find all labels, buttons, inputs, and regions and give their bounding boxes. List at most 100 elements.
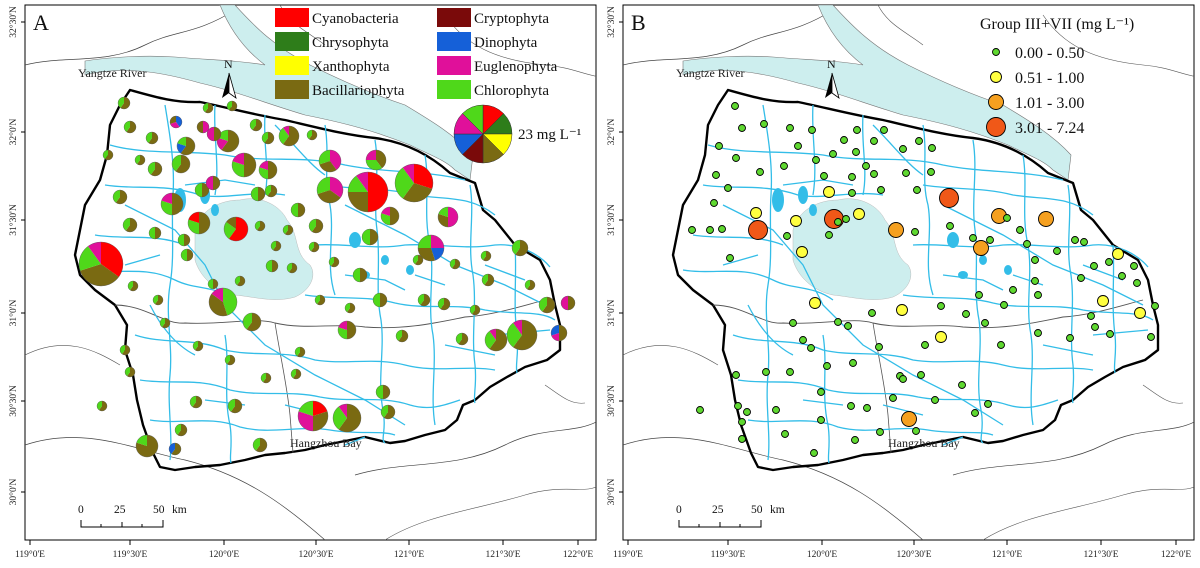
station-pie-outline (174, 423, 188, 437)
station-point (772, 406, 780, 414)
station-pie-slice (366, 160, 382, 170)
station-pie-slice (169, 116, 176, 124)
station-point (825, 231, 833, 239)
station-point (847, 402, 855, 410)
station-pie-slice (482, 274, 488, 285)
station-point (958, 381, 966, 389)
station-pie-slice (268, 161, 277, 179)
lon-tick-label: 121°0'E (992, 549, 1023, 560)
station-point (862, 162, 870, 170)
station-pie-slice (257, 221, 265, 231)
station-pie-slice (418, 294, 424, 305)
station-pie-slice (513, 320, 522, 335)
station-pie-slice (184, 234, 190, 246)
station-pie-slice (172, 155, 181, 172)
station-pie-slice (418, 248, 436, 262)
station-pie-outline (318, 149, 342, 173)
station-pie-outline (254, 220, 266, 232)
station-pie-slice (381, 405, 388, 418)
station-pie (290, 368, 302, 380)
station-pie-outline (417, 234, 445, 262)
station-pie-outline (147, 161, 163, 177)
station-pie-outline (294, 346, 306, 358)
station-pie (159, 317, 171, 329)
station-pie-outline (187, 211, 211, 235)
station-pie (177, 233, 191, 247)
panel-b-letter: B (631, 10, 646, 35)
station-pie (352, 267, 368, 283)
panel-a-letter: A (33, 10, 49, 35)
station-point (848, 189, 856, 197)
station-pie (278, 125, 300, 147)
scalebar-line (80, 520, 164, 528)
station-pie (227, 398, 243, 414)
station-pie (78, 241, 124, 287)
north-arrow-icon (825, 73, 832, 98)
station-pie-slice (452, 259, 461, 269)
station-point (870, 137, 878, 145)
station-pie-slice (232, 161, 244, 177)
station-pie-slice (360, 268, 367, 282)
station-pie-slice (255, 221, 260, 231)
station-pie-slice (177, 137, 186, 146)
station-pie (174, 423, 188, 437)
station-pie-outline (308, 241, 320, 253)
station-pie-slice (319, 161, 337, 172)
station-point (834, 218, 842, 226)
lat-tick-label: 31°30'N (606, 204, 617, 236)
station-pie-slice (177, 143, 186, 154)
station-pie (205, 175, 221, 191)
station-point (889, 394, 897, 402)
station-pie (550, 324, 568, 342)
legend-a-swatch (437, 56, 471, 75)
station-pie-slice (226, 216, 236, 229)
station-pie-outline (481, 273, 495, 287)
station-pie-slice (319, 150, 330, 165)
station-pie-slice (213, 279, 218, 289)
station-pie (380, 404, 396, 420)
station-pie-outline (169, 115, 183, 129)
station-pie (560, 295, 576, 311)
station-pie-slice (195, 183, 202, 197)
station-pie-outline (375, 384, 391, 400)
station-pie-slice (483, 251, 492, 262)
station-point (688, 226, 696, 234)
station-point (921, 341, 929, 349)
station-pie (484, 328, 508, 352)
station-pie-outline (192, 340, 204, 352)
station-pie-slice (527, 280, 536, 290)
station-point (880, 126, 888, 134)
lat-tick-label: 30°30'N (606, 385, 617, 417)
station-pie (412, 254, 424, 266)
station-pie (152, 294, 164, 306)
scalebar-tick-25: 25 (712, 504, 724, 516)
station-pie-slice (125, 218, 138, 233)
station-pie-outline (176, 136, 196, 156)
station-pie-slice (395, 330, 402, 341)
station-pie-slice (188, 219, 199, 234)
station-pie-slice (253, 438, 260, 451)
station-pie (417, 293, 431, 307)
station-pie (469, 304, 481, 316)
station-point (875, 343, 883, 351)
legend-a-swatch (275, 8, 309, 27)
station-pie-slice (266, 260, 272, 272)
station-pie-slice (205, 103, 214, 113)
station-pie-slice (227, 399, 235, 412)
lon-tick-label: 119°30'E (113, 549, 148, 560)
station-point (1133, 279, 1141, 287)
station-pie-outline (306, 129, 318, 141)
station-pie-slice (539, 297, 547, 312)
station-pie (124, 366, 136, 378)
station-point (790, 215, 802, 227)
station-point (808, 126, 816, 134)
station-pie-slice (338, 404, 361, 432)
station-pie (145, 131, 159, 145)
north-arrow-half-icon (228, 72, 237, 99)
station-pie (242, 312, 262, 332)
station-pie-outline (480, 250, 492, 262)
station-point (738, 418, 746, 426)
station-point (888, 222, 904, 238)
station-pie-outline (234, 275, 246, 287)
legend-a-label: Bacillariophyta (312, 83, 405, 99)
